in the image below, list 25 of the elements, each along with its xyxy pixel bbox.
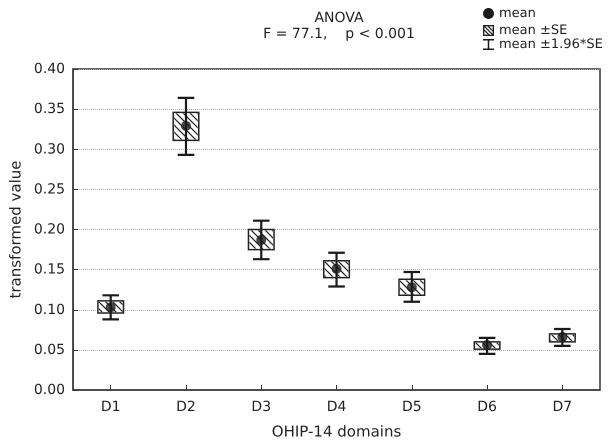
legend-label: mean ±SE <box>499 23 568 38</box>
chart-subtitle: F = 77.1, p < 0.001 <box>263 26 415 42</box>
legend-label: mean <box>499 6 536 21</box>
point <box>482 340 492 350</box>
y-tick-label: 0.25 <box>34 181 66 198</box>
y-tick-label: 0.15 <box>34 262 66 278</box>
y-tick-label: 0.30 <box>34 141 66 158</box>
x-tick-label: D1 <box>100 399 121 415</box>
x-tick-label: D4 <box>326 399 346 415</box>
y-tick-label: 0.20 <box>34 222 66 238</box>
y-tick-label: 0.10 <box>34 302 66 318</box>
x-tick-label: D3 <box>251 399 272 415</box>
y-tick-label: 0.40 <box>34 61 66 77</box>
x-axis-title: OHIP-14 domains <box>272 422 402 440</box>
y-tick-label: 0.00 <box>34 382 66 398</box>
x-tick-label: D6 <box>477 399 498 415</box>
chart-title: ANOVA <box>314 10 364 26</box>
y-tick-label: 0.35 <box>34 101 66 118</box>
y-tick-label: 0.05 <box>34 342 66 358</box>
x-tick-label: D5 <box>402 399 422 415</box>
x-tick-label: D2 <box>176 399 196 415</box>
x-tick-label: D7 <box>552 399 572 415</box>
text: mean ±1.96*SE <box>499 37 603 52</box>
point <box>557 332 568 342</box>
y-axis-title: transformed value <box>6 160 24 299</box>
